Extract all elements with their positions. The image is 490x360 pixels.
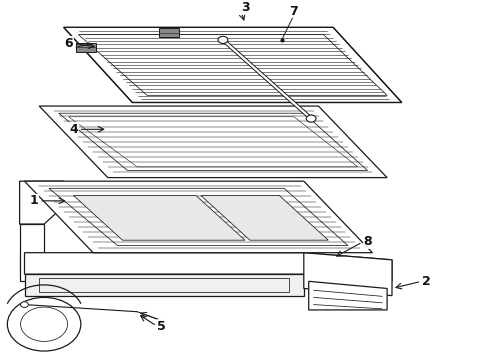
Polygon shape — [159, 28, 179, 37]
Text: 8: 8 — [363, 235, 372, 248]
Circle shape — [218, 36, 228, 44]
Polygon shape — [76, 42, 96, 51]
Polygon shape — [20, 224, 44, 281]
Text: 5: 5 — [157, 320, 166, 333]
Text: 1: 1 — [30, 194, 39, 207]
Polygon shape — [20, 181, 64, 224]
Polygon shape — [309, 281, 387, 310]
Text: 2: 2 — [422, 275, 431, 288]
Polygon shape — [39, 106, 387, 177]
Circle shape — [21, 307, 68, 341]
Polygon shape — [24, 181, 372, 253]
Polygon shape — [201, 195, 328, 240]
Circle shape — [306, 115, 316, 122]
Polygon shape — [74, 195, 245, 240]
Polygon shape — [304, 253, 392, 296]
Text: 4: 4 — [69, 123, 78, 136]
Text: 7: 7 — [290, 5, 298, 18]
Polygon shape — [24, 274, 304, 296]
Polygon shape — [24, 253, 392, 281]
Circle shape — [21, 302, 28, 307]
Text: 6: 6 — [64, 37, 73, 50]
Circle shape — [7, 297, 81, 351]
Text: 3: 3 — [241, 1, 249, 14]
Polygon shape — [64, 27, 402, 103]
